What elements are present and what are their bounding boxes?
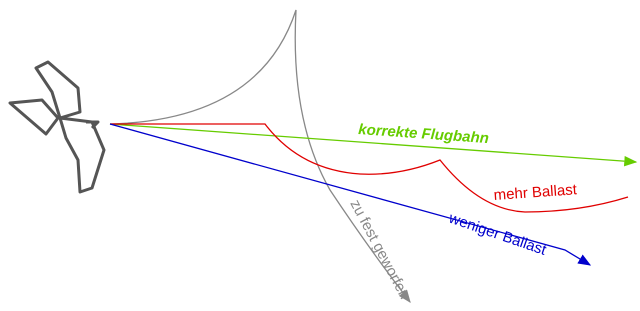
label-less-ballast: weniger Ballast bbox=[446, 209, 549, 259]
label-more-ballast: mehr Ballast bbox=[493, 181, 578, 204]
label-too-hard: zu fest geworfen bbox=[346, 197, 413, 302]
diagram: korrekte Flugbahn mehr Ballast weniger B… bbox=[0, 0, 640, 311]
gray-path bbox=[110, 10, 410, 302]
bird bbox=[10, 62, 104, 192]
